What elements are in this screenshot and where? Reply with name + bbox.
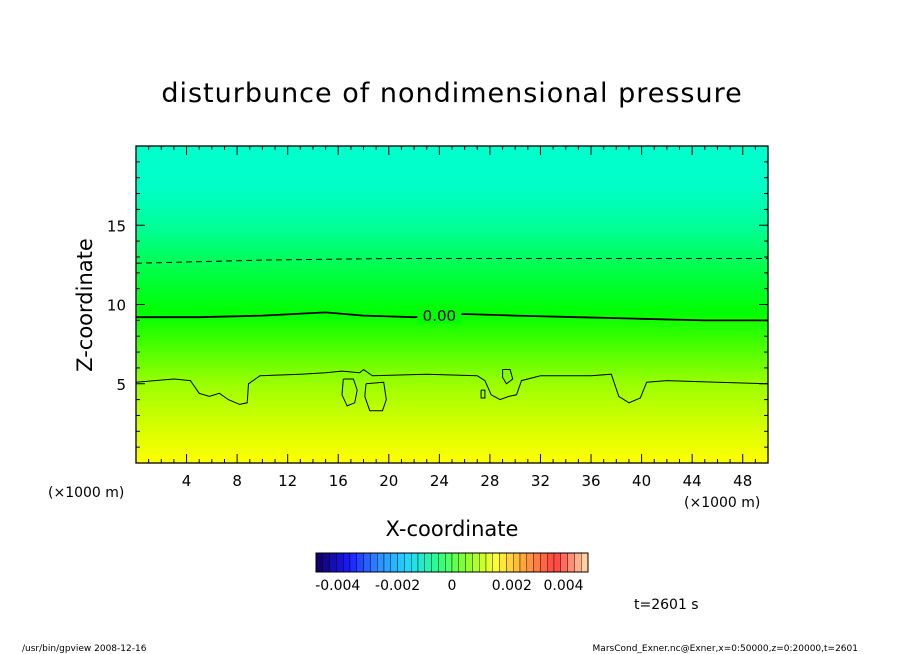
x-tick-label: 32 bbox=[531, 472, 550, 490]
colorbar-swatches bbox=[315, 552, 589, 573]
colorbar-swatch bbox=[465, 552, 473, 573]
colorbar-swatch bbox=[390, 552, 398, 573]
colorbar-swatch bbox=[383, 552, 392, 573]
contour-6 bbox=[480, 389, 486, 399]
contour-5 bbox=[502, 369, 514, 385]
y-axis-label: Z-coordinate bbox=[73, 238, 97, 372]
colorbar-swatch bbox=[363, 552, 371, 573]
colorbar-swatch bbox=[322, 552, 330, 573]
colorbar-swatch bbox=[560, 552, 568, 573]
y-tick-label: 10 bbox=[107, 297, 126, 315]
colorbar-swatch bbox=[499, 552, 507, 573]
colorbar-swatch bbox=[377, 552, 385, 573]
colorbar-swatch bbox=[458, 552, 466, 573]
colorbar-swatch bbox=[513, 552, 521, 573]
footer-right: MarsCond_Exner.nc@Exner,x=0:50000,z=0:20… bbox=[593, 644, 858, 654]
colorbar-swatch bbox=[526, 552, 534, 573]
colorbar-tick-label: -0.004 bbox=[315, 578, 360, 594]
colorbar-swatch bbox=[336, 552, 344, 573]
colorbar-tick-label: -0.002 bbox=[375, 578, 420, 594]
pressure-field bbox=[136, 146, 768, 463]
colorbar-swatch bbox=[397, 552, 405, 573]
contour-label-bg bbox=[417, 305, 462, 324]
colorbar-swatch bbox=[315, 552, 324, 573]
colorbar-swatch bbox=[370, 552, 378, 573]
x-tick-label: 28 bbox=[480, 472, 499, 490]
x-axis-label: X-coordinate bbox=[386, 517, 519, 541]
footer-left: /usr/bin/gpview 2008-12-16 bbox=[22, 644, 147, 654]
colorbar-swatch bbox=[329, 552, 337, 573]
colorbar-tick-labels: -0.004 -0.002 0 0.002 0.004 bbox=[315, 578, 583, 594]
colorbar-swatch bbox=[431, 552, 439, 573]
colorbar-swatch bbox=[479, 552, 487, 573]
colorbar-frame bbox=[315, 552, 589, 573]
colorbar-swatch bbox=[567, 552, 575, 573]
x-tick-label: 48 bbox=[733, 472, 752, 490]
colorbar-swatch bbox=[424, 552, 432, 573]
colorbar-swatch bbox=[574, 552, 582, 573]
contour-4 bbox=[364, 381, 387, 412]
colorbar-swatch bbox=[533, 552, 541, 573]
x-tick-label: 36 bbox=[581, 472, 600, 490]
y-tick-label: 5 bbox=[116, 376, 126, 394]
x-unit-left: (×1000 m) bbox=[48, 485, 124, 501]
colorbar-swatch bbox=[553, 552, 562, 573]
colorbar-swatch bbox=[417, 552, 426, 573]
colorbar: -0.004 -0.002 0 0.002 0.004 bbox=[315, 552, 589, 594]
contour-2 bbox=[136, 368, 768, 405]
colorbar-swatch bbox=[581, 552, 589, 573]
contour-3 bbox=[341, 378, 358, 407]
colorbar-swatch bbox=[472, 552, 480, 573]
x-unit-right: (×1000 m) bbox=[684, 495, 760, 511]
colorbar-swatch bbox=[438, 552, 446, 573]
x-tick-label: 24 bbox=[430, 472, 449, 490]
colorbar-swatch bbox=[540, 552, 548, 573]
colorbar-swatch bbox=[349, 552, 358, 573]
colorbar-tick-label: 0.002 bbox=[492, 578, 532, 594]
colorbar-tick-label: 0 bbox=[448, 578, 457, 594]
colorbar-swatch bbox=[411, 552, 419, 573]
x-tick-label: 44 bbox=[683, 472, 702, 490]
colorbar-tick-label: 0.004 bbox=[543, 578, 583, 594]
colorbar-swatch bbox=[451, 552, 460, 573]
colorbar-swatch bbox=[519, 552, 528, 573]
x-tick-label: 40 bbox=[632, 472, 651, 490]
colorbar-swatch bbox=[547, 552, 555, 573]
time-label: t=2601 s bbox=[634, 597, 699, 613]
colorbar-swatch bbox=[445, 552, 453, 573]
x-tick-label: 20 bbox=[379, 472, 398, 490]
contour-1 bbox=[136, 258, 768, 264]
colorbar-swatch bbox=[404, 552, 412, 573]
x-tick-label: 4 bbox=[182, 472, 192, 490]
x-tick-label: 16 bbox=[329, 472, 348, 490]
y-tick-label: 15 bbox=[107, 217, 126, 235]
colorbar-swatch bbox=[343, 552, 351, 573]
colorbar-swatch bbox=[485, 552, 494, 573]
colorbar-swatch bbox=[356, 552, 364, 573]
colorbar-swatch bbox=[492, 552, 500, 573]
x-tick-label: 8 bbox=[232, 472, 242, 490]
chart-title: disturbunce of nondimensional pressure bbox=[161, 78, 742, 109]
colorbar-swatch bbox=[506, 552, 514, 573]
x-tick-label: 12 bbox=[278, 472, 297, 490]
contour-label: 0.00 bbox=[423, 307, 456, 325]
contour-lines: 0.00 bbox=[136, 258, 768, 412]
